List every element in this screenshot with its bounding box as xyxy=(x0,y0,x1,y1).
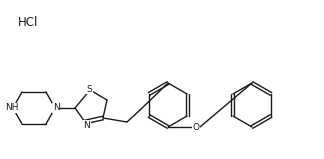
Text: HCl: HCl xyxy=(18,16,38,29)
Text: N: N xyxy=(84,121,90,129)
Text: S: S xyxy=(86,84,92,93)
Text: NH: NH xyxy=(5,104,19,113)
Text: N: N xyxy=(52,104,59,113)
Text: O: O xyxy=(192,122,200,131)
